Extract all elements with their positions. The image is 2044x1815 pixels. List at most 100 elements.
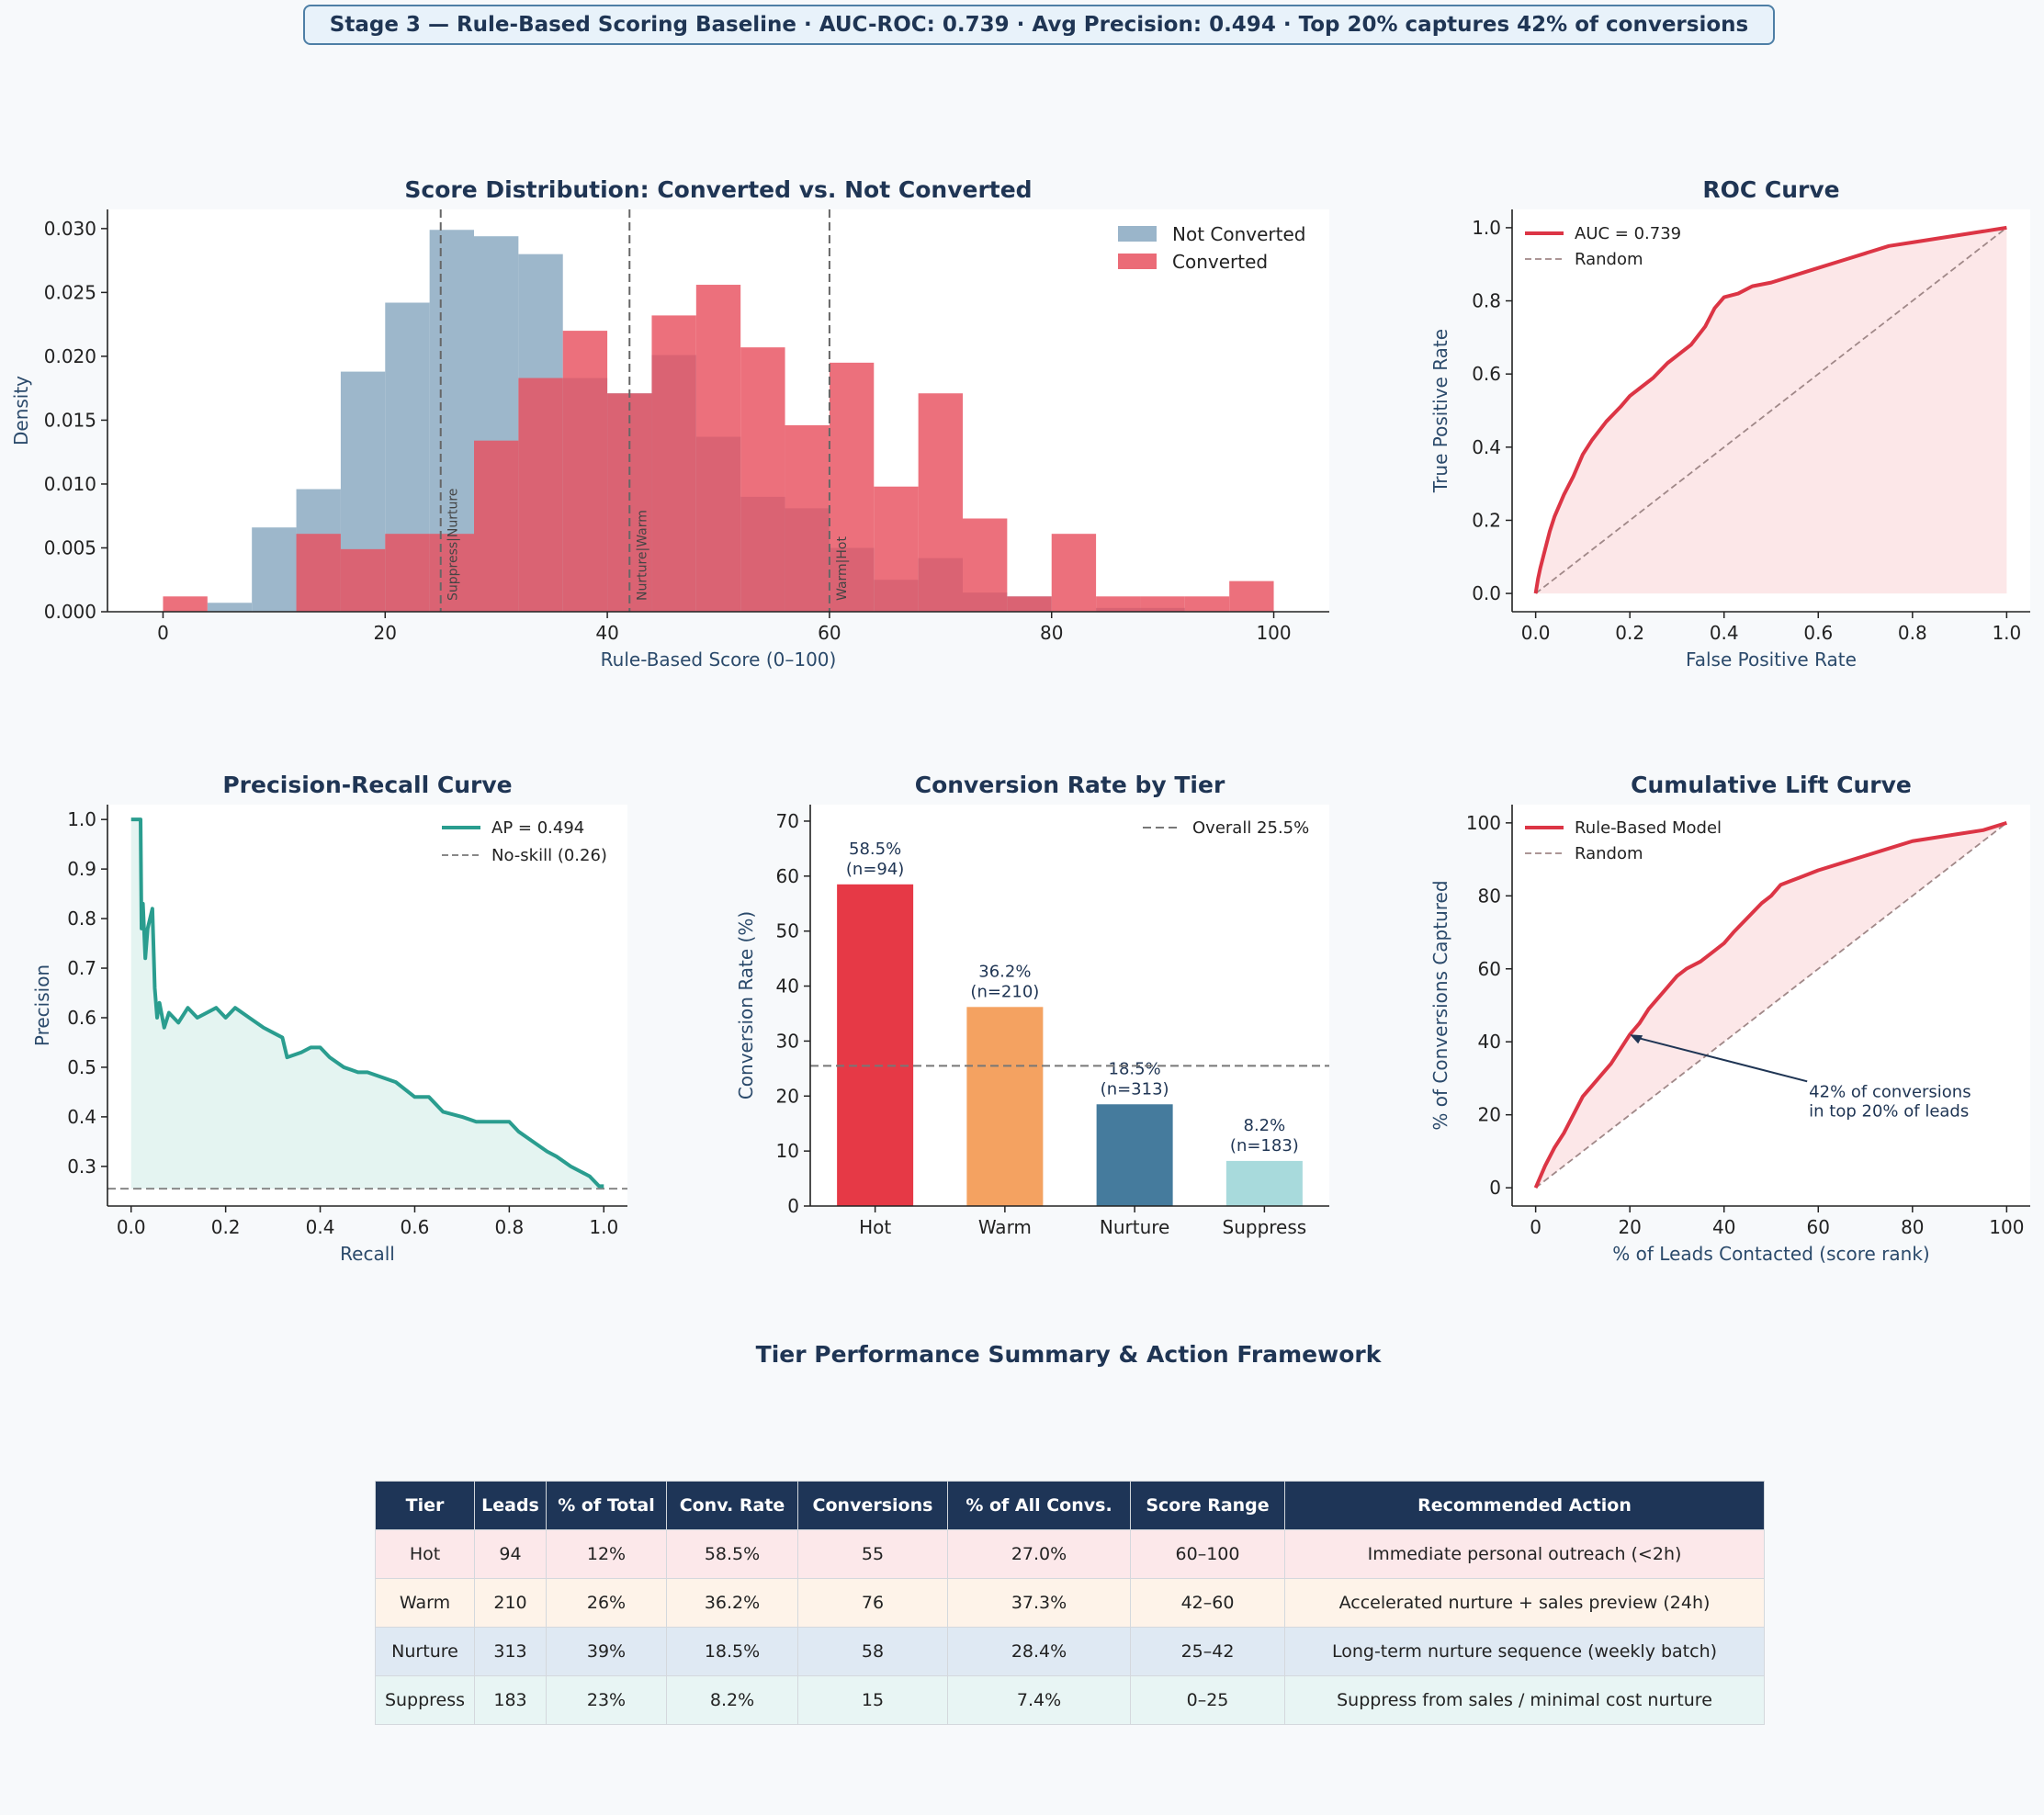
bar-converted [562,331,608,612]
bar-converted [1140,596,1185,612]
threshold-label: Warm|Hot [835,536,850,601]
table-title: Tier Performance Summary & Action Framew… [755,1341,1382,1368]
y-tick-label: 0.8 [1472,290,1501,312]
table-cell: 26% [546,1578,667,1628]
y-tick-label: 0.2 [1472,509,1501,531]
y-tick-label: 100 [1466,812,1501,834]
bar-converted [1229,581,1274,612]
bar-converted [518,378,563,612]
y-tick-label: 0.4 [1472,436,1501,458]
bar-converted [385,534,430,612]
y-tick-label: 0.025 [44,281,96,303]
y-tick-label: 0.8 [67,908,96,930]
legend-label: No-skill (0.26) [491,846,607,865]
header-cell: Tier [375,1481,475,1530]
chart-title: ROC Curve [1702,176,1839,203]
y-tick-label: 0.3 [67,1156,96,1178]
annotation-text: 42% of conversions [1809,1082,1971,1101]
table-cell: 313 [474,1627,547,1676]
y-tick-label: 0 [787,1195,799,1217]
table-cell: Suppress [375,1675,475,1725]
y-tick-label: 60 [1478,958,1501,980]
table-header-row: Tier Leads % of Total Conv. Rate Convers… [375,1481,1765,1530]
bar-converted [963,518,1008,612]
y-tick-label: 0.000 [44,601,96,623]
header-cell: % of All Convs. [947,1481,1131,1530]
x-tick-label: 60 [818,622,841,644]
x-tick-label: 0.8 [494,1216,524,1238]
y-tick-label: 0.9 [67,858,96,880]
header-cell: Conv. Rate [666,1481,798,1530]
y-tick-label: 40 [776,975,799,998]
y-tick-label: 1.0 [1472,217,1501,239]
y-tick-label: 60 [776,865,799,887]
header-cell: Leads [474,1481,547,1530]
threshold-label: Suppress|Nurture [446,489,461,601]
header-cell: Recommended Action [1284,1481,1765,1530]
x-tick-label: 0.6 [401,1216,430,1238]
x-axis-label: Rule-Based Score (0–100) [601,648,837,671]
x-tick-label: 40 [1712,1216,1735,1238]
y-tick-label: 70 [776,810,799,832]
x-tick-label: 1.0 [1992,622,2021,644]
table-cell: Accelerated nurture + sales preview (24h… [1284,1578,1765,1628]
x-axis-label: Recall [340,1243,395,1265]
table-cell: 12% [546,1529,667,1579]
legend-label: Random [1575,844,1643,863]
bar-count-label: (n=183) [1230,1136,1299,1156]
bar-warm [966,1007,1044,1206]
table-cell: Suppress from sales / minimal cost nurtu… [1284,1675,1765,1725]
bar-converted [296,534,341,612]
table-cell: 55 [797,1529,948,1579]
x-axis-label: % of Leads Contacted (score rank) [1612,1243,1929,1265]
table-cell: 15 [797,1675,948,1725]
bar-count-label: (n=94) [846,860,904,879]
x-tick-label: 1.0 [589,1216,618,1238]
x-axis-label: False Positive Rate [1686,648,1857,671]
bar-converted [740,347,785,612]
y-axis-label: Conversion Rate (%) [735,911,757,1099]
tier-summary-table: Tier Leads % of Total Conv. Rate Convers… [375,1481,1765,1725]
table-cell: 25–42 [1130,1627,1285,1676]
y-axis-label: Density [10,376,32,445]
annotation-arrowhead [1630,1034,1643,1044]
annotation-arrow [1638,1037,1808,1083]
x-tick-label: 80 [1040,622,1063,644]
pr-area-fill [130,819,604,1189]
table-cell: Hot [375,1529,475,1579]
table-row-suppress: Suppress 183 23% 8.2% 15 7.4% 0–25 Suppr… [375,1675,1765,1725]
chart-title: Cumulative Lift Curve [1631,772,1912,798]
x-tick-label: 0.0 [1521,622,1551,644]
bar-not-converted [252,527,297,612]
x-tick-label: 0 [157,622,169,644]
x-tick-label: Suppress [1223,1216,1307,1238]
table-cell: 94 [474,1529,547,1579]
bar-converted [829,362,875,612]
y-tick-label: 0.0 [1472,582,1501,604]
x-tick-label: 0.4 [1710,622,1739,644]
table-cell: 0–25 [1130,1675,1285,1725]
bar-value-label: 18.5% [1109,1059,1161,1078]
table-row-nurture: Nurture 313 39% 18.5% 58 28.4% 25–42 Lon… [375,1627,1765,1676]
bar-value-label: 8.2% [1244,1116,1286,1135]
bar-converted [429,534,474,612]
y-tick-label: 30 [776,1030,799,1052]
x-tick-label: Nurture [1100,1216,1169,1238]
table-cell: 7.4% [947,1675,1131,1725]
table-row-warm: Warm 210 26% 36.2% 76 37.3% 42–60 Accele… [375,1578,1765,1628]
table-cell: Immediate personal outreach (<2h) [1284,1529,1765,1579]
table-cell: Long-term nurture sequence (weekly batch… [1284,1627,1765,1676]
x-tick-label: 100 [1256,622,1291,644]
chart-title: Precision-Recall Curve [222,772,512,798]
x-tick-label: 0 [1530,1216,1541,1238]
header-cell: % of Total [546,1481,667,1530]
y-tick-label: 0.020 [44,345,96,367]
x-tick-label: 40 [595,622,618,644]
legend-label: Rule-Based Model [1575,818,1722,838]
table-cell: 210 [474,1578,547,1628]
y-tick-label: 0.7 [67,957,96,979]
x-tick-label: 0.8 [1898,622,1927,644]
bar-converted [1007,596,1052,612]
y-tick-label: 40 [1478,1031,1501,1053]
table-cell: 58.5% [666,1529,798,1579]
